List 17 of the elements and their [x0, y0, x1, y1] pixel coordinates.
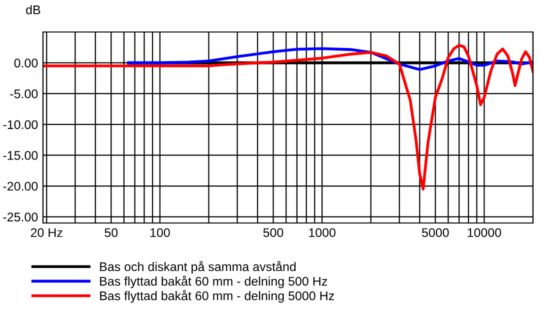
x-tick-label: 10000: [468, 228, 502, 238]
legend-label: Bas flyttad bakåt 60 mm - delning 500 Hz: [100, 275, 328, 288]
y-tick-label: -10.00: [3, 120, 38, 130]
x-tick-label: 20 Hz: [30, 228, 62, 238]
x-tick-label: 500: [263, 228, 284, 238]
y-tick-label: -15.00: [3, 151, 38, 160]
y-tick-label: -5.00: [10, 89, 38, 98]
y-tick-label: 0.00: [14, 58, 38, 68]
legend-label: Bas flyttad bakåt 60 mm - delning 5000 Hz: [100, 290, 334, 303]
legend-label: Bas och diskant på samma avstånd: [100, 260, 296, 274]
x-tick-label: 5000: [422, 228, 449, 238]
y-axis-title: dB: [26, 5, 40, 14]
y-tick-label: -25.00: [3, 212, 38, 222]
y-tick-label: -20.00: [3, 182, 38, 191]
x-tick-label: 100: [150, 228, 170, 238]
x-tick-label: 50: [104, 228, 118, 238]
x-tick-label: 1000: [309, 228, 336, 238]
